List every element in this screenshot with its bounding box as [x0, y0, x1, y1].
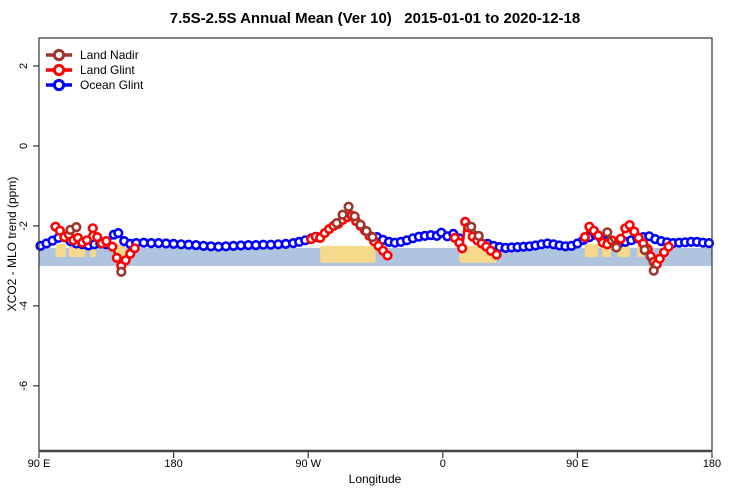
svg-text:90 E: 90 E [566, 458, 589, 470]
legend-label: Land Nadir [80, 47, 139, 62]
ocean-glint-marker-icon [46, 78, 72, 91]
svg-text:180: 180 [164, 458, 182, 470]
legend-item-land-glint: Land Glint [44, 62, 143, 77]
svg-text:2: 2 [18, 63, 30, 69]
legend-item-land-nadir: Land Nadir [44, 47, 143, 62]
svg-text:90 W: 90 W [295, 458, 321, 470]
land-glint-marker-icon [46, 63, 72, 76]
chart-title: 7.5S-2.5S Annual Mean (Ver 10) 2015-01-0… [169, 10, 581, 27]
legend: Land Nadir Land Glint Ocean Glint [44, 47, 143, 92]
legend-label: Ocean Glint [80, 77, 144, 92]
svg-text:180: 180 [703, 458, 721, 470]
svg-text:0: 0 [18, 143, 30, 149]
y-axis-label: XCO2 - MLO trend (ppm) [5, 176, 19, 312]
svg-text:90 E: 90 E [28, 458, 51, 470]
legend-item-ocean-glint: Ocean Glint [44, 77, 143, 92]
svg-text:-2: -2 [18, 221, 30, 231]
legend-label: Land Glint [80, 62, 135, 77]
x-axis-label: Longitude [348, 472, 402, 486]
land-nadir-marker-icon [46, 48, 72, 61]
svg-text:0: 0 [440, 458, 446, 470]
svg-text:-6: -6 [18, 381, 30, 391]
svg-text:-4: -4 [18, 301, 30, 311]
